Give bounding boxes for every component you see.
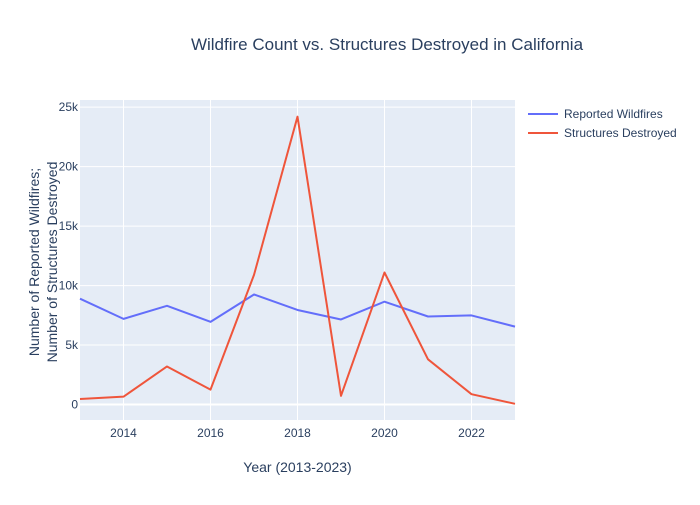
- x-tick-label: 2022: [458, 426, 485, 440]
- x-tick-label: 2014: [110, 426, 137, 440]
- series-line-reported-wildfires: [79, 293, 516, 328]
- legend-label-reported-wildfires: Reported Wildfires: [564, 107, 663, 121]
- chart-title: Wildfire Count vs. Structures Destroyed …: [191, 35, 584, 54]
- y-axis-label-line-1: Number of Reported Wildfires;: [26, 168, 42, 356]
- x-axis-label: Year (2013-2023): [243, 459, 351, 475]
- y-tick-label: 15k: [59, 219, 79, 233]
- y-tick-label: 20k: [59, 160, 79, 174]
- y-tick-label: 0: [71, 398, 78, 412]
- y-tick-labels: 0 5k 10k 15k 20k 25k: [59, 100, 79, 411]
- y-tick-label: 25k: [59, 100, 79, 114]
- x-tick-label: 2020: [371, 426, 398, 440]
- series-line-structures-destroyed: [79, 115, 516, 405]
- legend: Reported Wildfires Structures Destroyed: [528, 107, 677, 140]
- y-tick-label: 5k: [65, 338, 79, 352]
- x-tick-label: 2018: [284, 426, 311, 440]
- series-lines: [79, 115, 516, 405]
- x-tick-labels: 2014 2016 2018 2020 2022: [110, 426, 485, 440]
- y-tick-label: 10k: [59, 279, 79, 293]
- x-tick-label: 2016: [197, 426, 224, 440]
- y-axis-label-line-2: Number of Structures Destroyed: [44, 162, 60, 363]
- y-axis-label: Number of Reported Wildfires; Number of …: [26, 162, 60, 363]
- grid: [80, 100, 515, 420]
- legend-label-structures-destroyed: Structures Destroyed: [564, 126, 677, 140]
